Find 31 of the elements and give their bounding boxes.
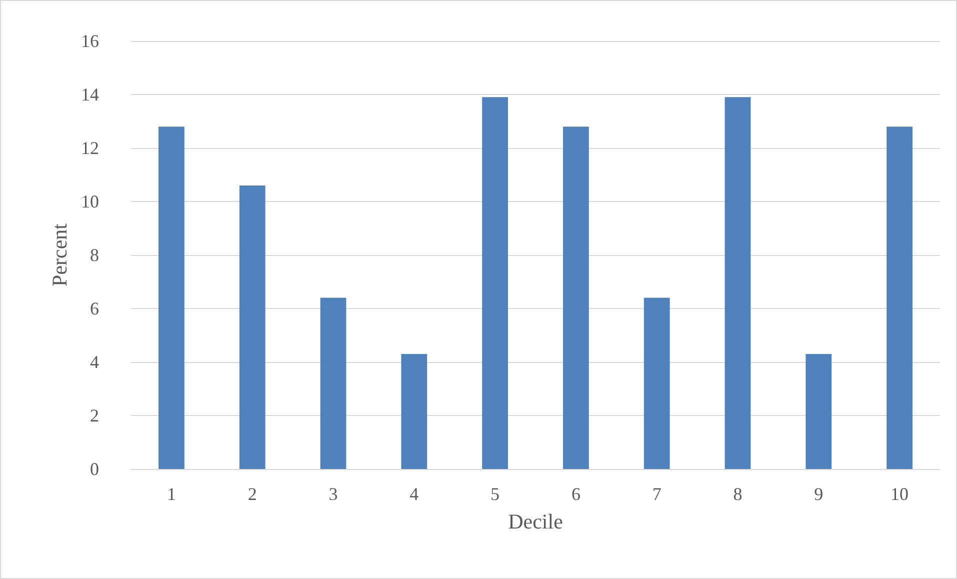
- bar: [886, 126, 912, 469]
- x-tick-label: 6: [571, 484, 580, 504]
- bar: [239, 185, 266, 469]
- y-tick-label: 14: [81, 84, 99, 104]
- y-tick-label: 6: [90, 298, 99, 318]
- y-axis-title: Percent: [48, 223, 72, 286]
- y-tick-label: 2: [90, 406, 99, 426]
- x-tick-label: 2: [248, 484, 257, 504]
- bar: [158, 126, 184, 469]
- bar: [644, 298, 670, 469]
- y-tick-label: 12: [81, 138, 99, 158]
- x-tick-label: 8: [733, 484, 742, 504]
- y-tick-label: 10: [81, 192, 99, 212]
- x-tick-label: 1: [166, 484, 176, 504]
- x-tick-label: 3: [328, 484, 338, 504]
- y-tick-label: 8: [90, 245, 99, 265]
- x-tick-label: 7: [652, 484, 662, 504]
- x-tick-label: 9: [814, 484, 824, 504]
- x-tick-label: 4: [410, 484, 419, 504]
- y-tick-label: 16: [81, 31, 99, 51]
- y-tick-label: 4: [90, 352, 99, 372]
- bar: [320, 298, 346, 469]
- bar: [401, 354, 428, 469]
- bar: [482, 97, 508, 469]
- bar: [806, 354, 832, 469]
- y-tick-label: 0: [90, 459, 99, 479]
- bar: [563, 126, 589, 469]
- x-tick-label: 5: [490, 484, 500, 504]
- x-tick-label: 10: [890, 484, 909, 504]
- x-axis-title: Decile: [508, 510, 563, 534]
- bar: [724, 97, 751, 469]
